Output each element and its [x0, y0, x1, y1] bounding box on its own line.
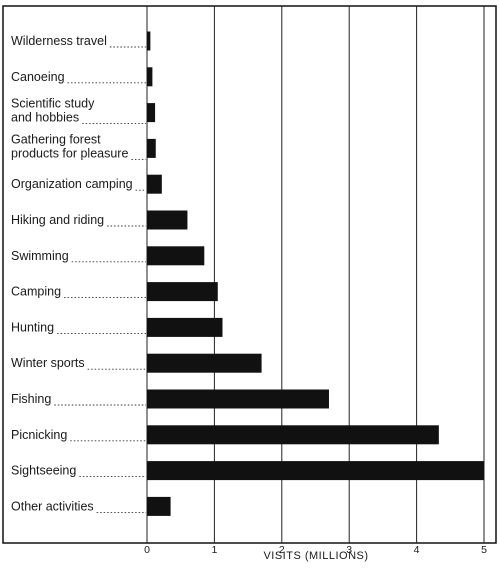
category-label: Scientific study: [11, 97, 95, 111]
category-label: Swimming: [11, 249, 69, 263]
bar: [147, 138, 156, 158]
category-label: Winter sports: [11, 356, 85, 370]
bar: [147, 353, 262, 373]
category-label: Hunting: [11, 320, 54, 334]
category-label: Camping: [11, 285, 61, 299]
category-label: Other activities: [11, 499, 94, 513]
bar: [147, 174, 162, 194]
bar: [147, 246, 205, 266]
bars: [147, 31, 484, 516]
category-label: Hiking and riding: [11, 213, 104, 227]
category-label: Wilderness travel: [11, 34, 107, 48]
x-tick-label: 1: [211, 544, 217, 556]
category-label: Fishing: [11, 392, 51, 406]
category-labels: Wilderness travel Canoeing Scientific stud…: [11, 34, 133, 513]
x-tick-label: 0: [144, 544, 150, 556]
bar: [147, 103, 156, 123]
bar: [147, 317, 223, 337]
grid-lines: [146, 6, 485, 543]
category-label: products for pleasure: [11, 146, 128, 160]
category-label: and hobbies: [11, 111, 79, 125]
bar: [147, 210, 188, 230]
category-label: Organization camping: [11, 177, 133, 191]
bar: [147, 461, 484, 481]
plot-frame: [2, 5, 497, 544]
bar: [147, 425, 439, 445]
x-tick-labels: 0 1 2 3 4 5: [144, 544, 487, 556]
bar: [147, 496, 171, 516]
bar: [147, 67, 153, 87]
category-label: Picnicking: [11, 428, 67, 442]
bar: [147, 389, 329, 409]
x-tick-label: 4: [414, 544, 420, 556]
x-tick-label: 2: [279, 544, 285, 556]
x-axis-title: VISITS (MILLIONS): [263, 550, 368, 562]
x-tick-label: 5: [481, 544, 487, 556]
x-tick-label: 3: [346, 544, 352, 556]
category-label: Gathering forest: [11, 132, 101, 146]
category-label: Sightseeing: [11, 464, 76, 478]
category-label: Canoeing: [11, 70, 65, 84]
bar: [147, 282, 218, 302]
leader-lines: [54, 46, 146, 513]
bar: [147, 31, 151, 51]
